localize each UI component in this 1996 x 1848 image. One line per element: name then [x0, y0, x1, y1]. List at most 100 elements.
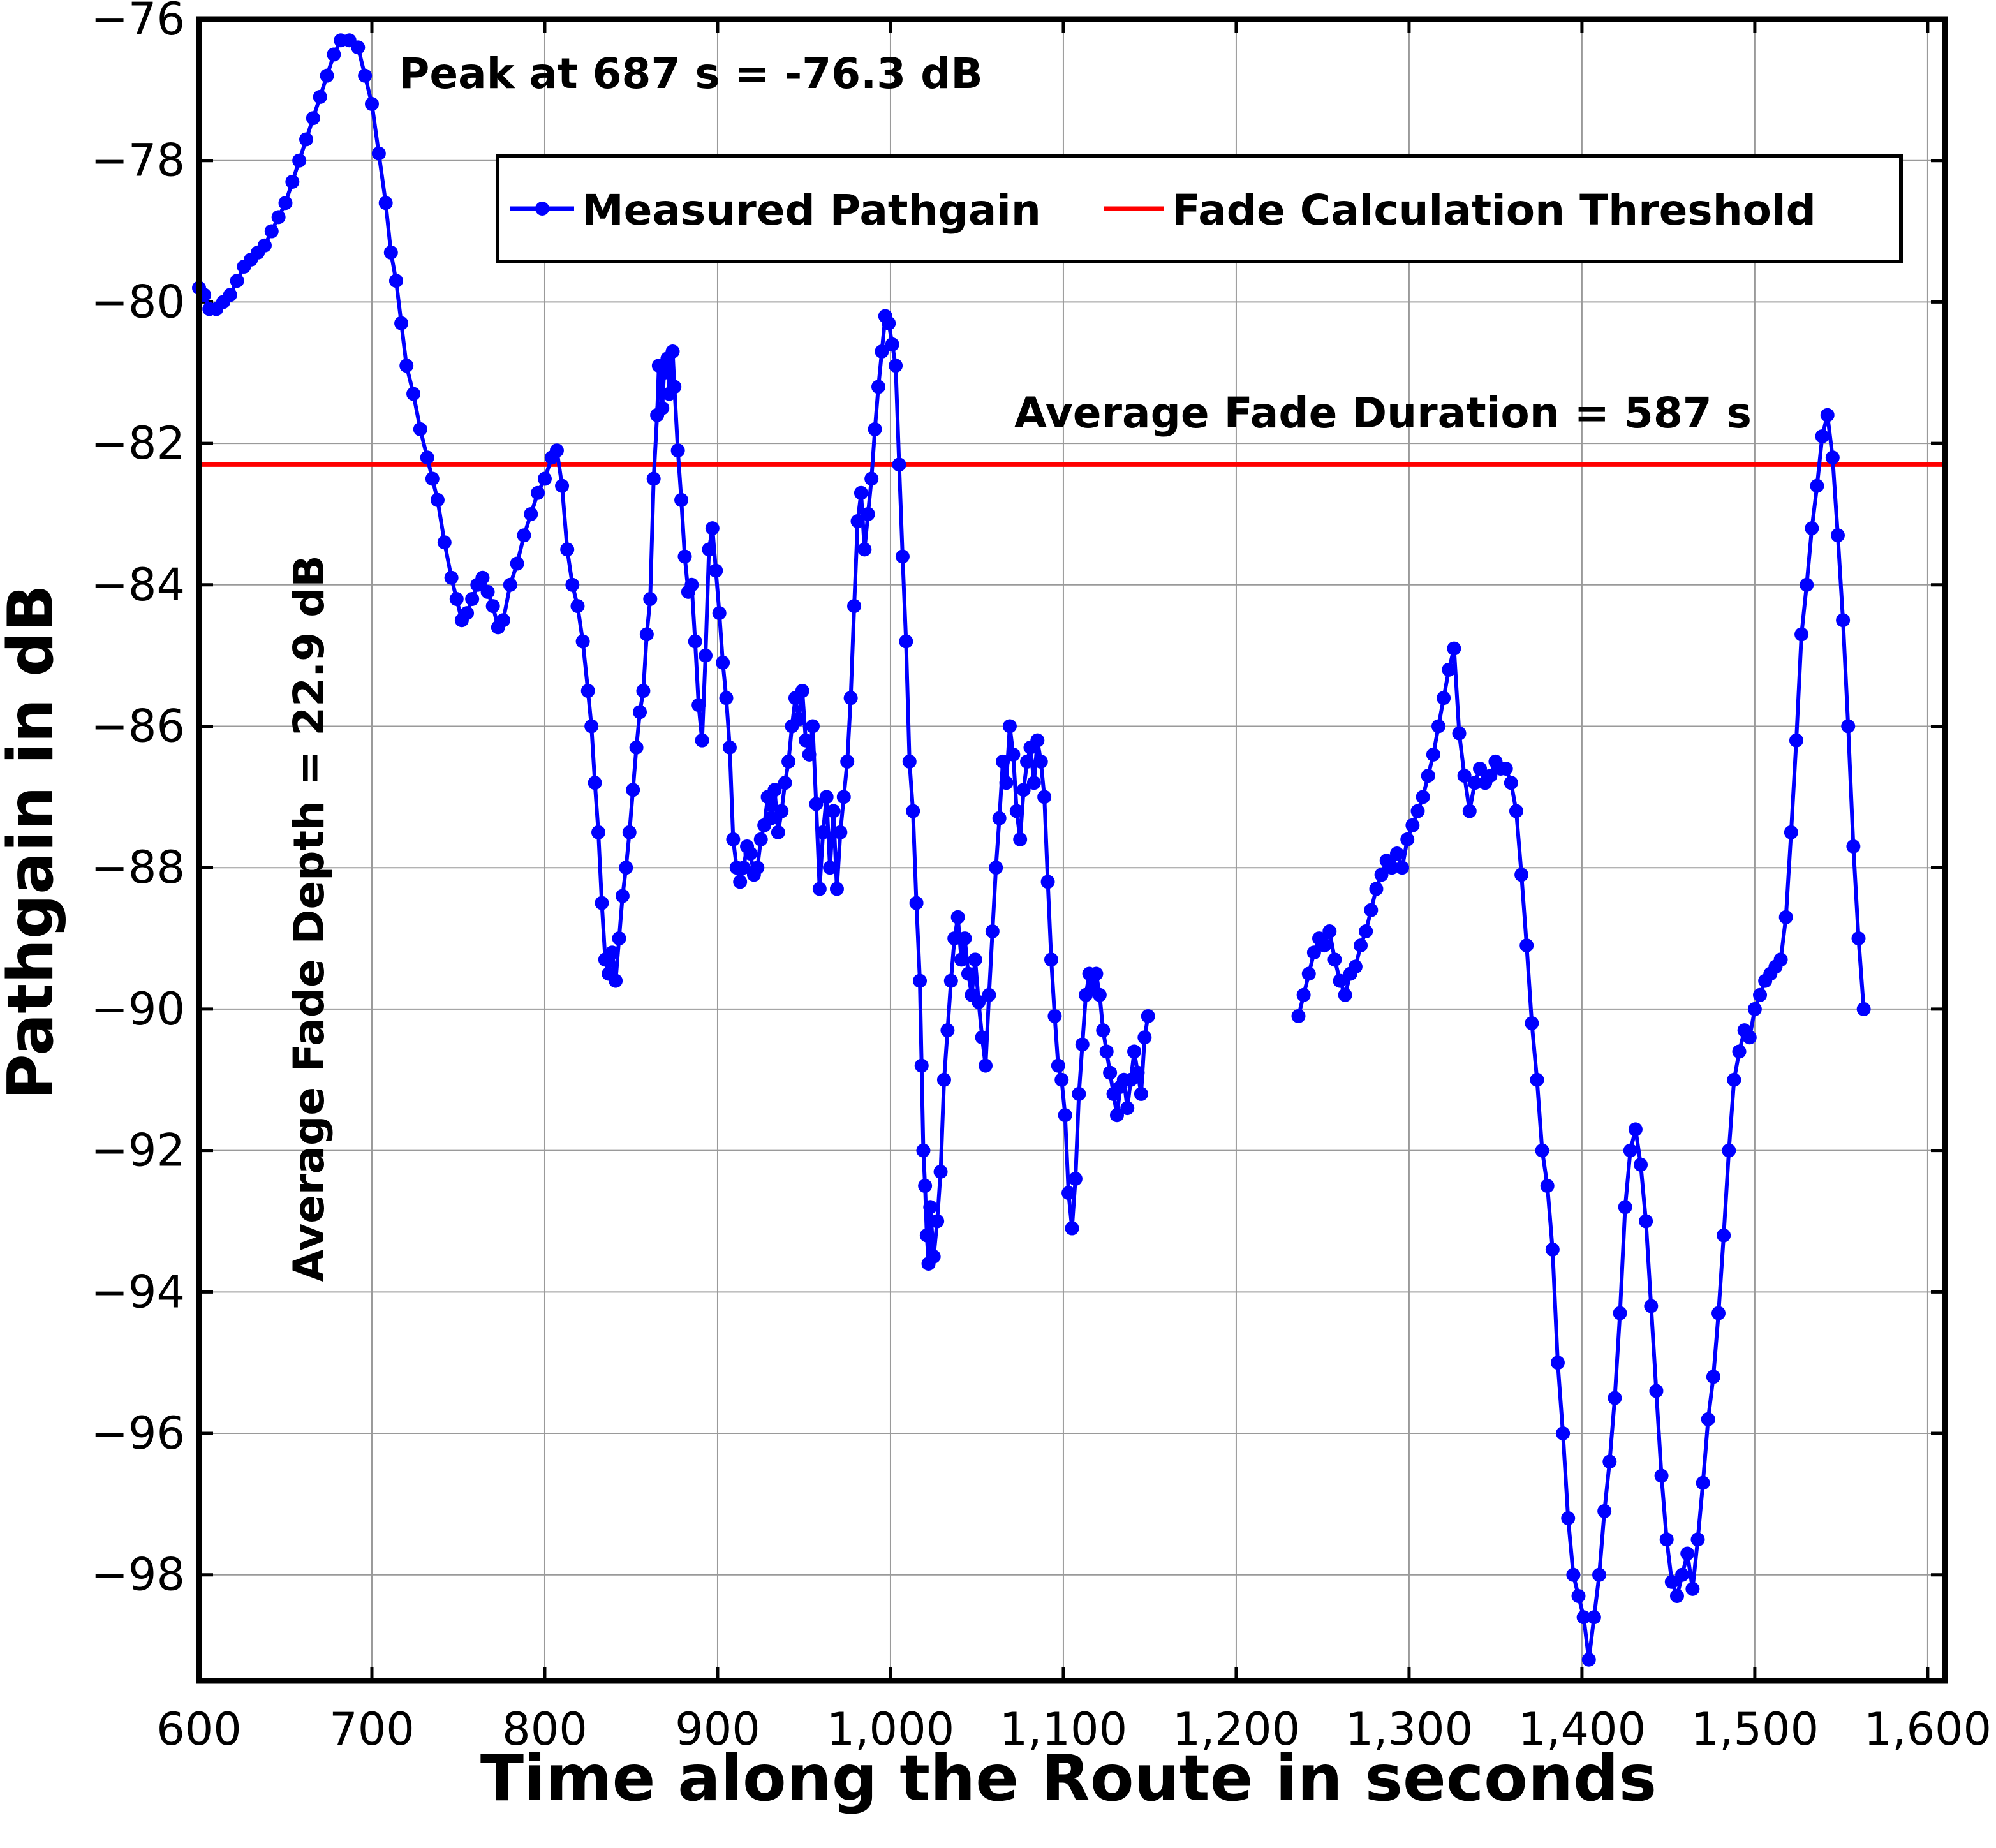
pathgain-point [771, 825, 785, 839]
pathgain-point [378, 196, 393, 211]
pathgain-point [806, 719, 820, 734]
pathgain-point [1810, 478, 1824, 493]
pathgain-point [636, 684, 651, 699]
pathgain-point [982, 987, 996, 1002]
x-tick-label: 1,000 [827, 1703, 954, 1756]
pathgain-point [1068, 1171, 1083, 1186]
pathgain-point [313, 89, 327, 104]
pathgain-point [425, 471, 440, 486]
pathgain-point [1457, 769, 1472, 783]
pathgain-point [1483, 769, 1498, 783]
pathgain-point [1618, 1200, 1632, 1215]
pathgain-point [1747, 1002, 1762, 1016]
axis-layer: 600 700 800 900 1,000 1,100 1,200 1,300 1,400 1,5… [91, 0, 1992, 1756]
pathgain-point [1613, 1306, 1627, 1320]
pathgain-point [1051, 1058, 1065, 1073]
pathgain-point [531, 485, 545, 500]
pathgain-point [1127, 1044, 1142, 1059]
pathgain-point [1040, 875, 1055, 889]
pathgain-point [885, 337, 899, 351]
pathgain-point [1836, 613, 1851, 628]
pathgain-point [795, 684, 809, 699]
pathgain-point [902, 754, 917, 769]
y-tick-label: −76 [91, 0, 185, 45]
pathgain-point [1338, 987, 1352, 1002]
pathgain-point [1841, 719, 1856, 734]
pathgain-point [1644, 1299, 1659, 1313]
pathgain-point [1545, 1242, 1560, 1257]
pathgain-point [510, 556, 524, 571]
pathgain-point [619, 861, 633, 875]
pathgain-point [1306, 945, 1321, 960]
pathgain-point [1592, 1567, 1607, 1582]
pathgain-point [826, 804, 841, 818]
pathgain-point [639, 627, 654, 642]
pathgain-point [767, 783, 782, 797]
pathgain-point [889, 359, 903, 373]
pathgain-point [975, 1030, 989, 1045]
pathgain-point [1033, 754, 1048, 769]
pathgain-point [1784, 825, 1798, 839]
annotation-depth: Average Fade Depth = 22.9 dB [285, 555, 334, 1282]
pathgain-point [517, 528, 531, 543]
pathgain-point [278, 196, 293, 211]
pathgain-point [351, 40, 366, 55]
pathgain-point [833, 825, 848, 839]
pathgain-point [1016, 783, 1031, 797]
pathgain-point [1405, 818, 1420, 832]
pathgain-point [1498, 762, 1513, 776]
legend-label-threshold: Fade Calculation Threshold [1172, 186, 1816, 235]
pathgain-point [989, 861, 1003, 875]
pathgain-point [736, 861, 751, 875]
pathgain-point [257, 238, 272, 253]
pathgain-point [899, 634, 913, 649]
pathgain-point [306, 111, 320, 126]
pathgain-point [1013, 832, 1028, 846]
pathgain-point [816, 825, 831, 839]
pathgain-point [1830, 528, 1845, 543]
pathgain-point [371, 146, 386, 161]
pathgain-point [1685, 1581, 1700, 1596]
pathgain-point [1706, 1370, 1720, 1384]
pathgain-point [575, 634, 590, 649]
pathgain-point [1354, 938, 1368, 953]
pathgain-point [1395, 861, 1410, 875]
pathgain-point [1586, 1610, 1601, 1625]
pathgain-point [979, 1058, 993, 1073]
pathgain-point [1659, 1532, 1674, 1547]
grid-layer [198, 18, 1945, 1681]
pathgain-point [712, 606, 727, 621]
pathgain-point [1509, 804, 1523, 818]
pathgain-point [719, 691, 734, 706]
y-tick-label: −98 [91, 1549, 185, 1601]
pathgain-point [940, 1023, 955, 1038]
x-tick-label: 700 [329, 1703, 415, 1756]
pathgain-point [1359, 924, 1373, 938]
pathgain-point [656, 366, 671, 380]
pathgain-point [1467, 776, 1482, 790]
pathgain-point [1690, 1532, 1705, 1547]
pathgain-point [684, 577, 699, 592]
pathgain-point [950, 910, 965, 924]
annotation-peak: Peak at 687 s = -76.3 dB [399, 49, 983, 98]
x-tick-label: 1,600 [1864, 1703, 1992, 1756]
pathgain-point [1773, 952, 1788, 967]
pathgain-point [1623, 1143, 1637, 1158]
pathgain-point [1639, 1214, 1653, 1229]
pathgain-point [1514, 868, 1529, 882]
pathgain-point [1296, 987, 1311, 1002]
pathgain-point [1327, 952, 1342, 967]
pathgain-point [584, 719, 599, 734]
pathgain-point [1030, 733, 1045, 748]
pathgain-point [857, 542, 872, 557]
pathgain-point [1815, 429, 1830, 444]
pathgain-point [264, 224, 279, 239]
legend: Measured Pathgain Fade Calculation Thres… [496, 154, 1903, 263]
x-tick-label: 600 [156, 1703, 242, 1756]
pathgain-point [1072, 1086, 1086, 1101]
pathgain-point [1065, 1221, 1079, 1236]
pathgain-point [968, 952, 982, 967]
pathgain-point [774, 804, 789, 818]
x-tick-label: 1,200 [1172, 1703, 1300, 1756]
